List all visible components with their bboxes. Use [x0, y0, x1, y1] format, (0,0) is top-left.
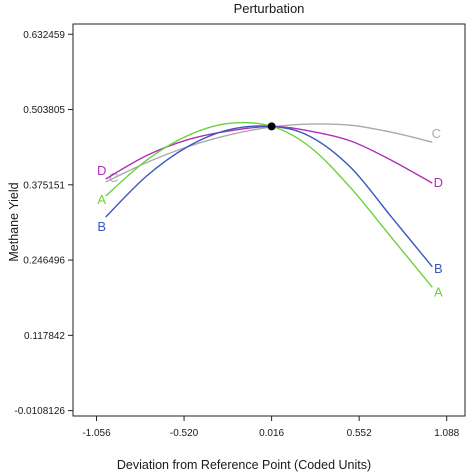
y-tick-label: -0.0108126	[14, 406, 65, 417]
y-tick-label: 0.375151	[23, 180, 65, 191]
series-line-a	[105, 121, 433, 288]
y-tick-label: 0.117842	[24, 331, 65, 342]
x-tick-label: -0.520	[170, 428, 199, 439]
x-tick-label: 0.552	[347, 428, 372, 439]
y-tick-label: 0.632459	[23, 30, 65, 41]
series-label-end-a: A	[434, 284, 443, 299]
x-axis: -1.056 -0.520 0.016 0.552 1.088	[82, 416, 460, 439]
x-axis-label: Deviation from Reference Point (Coded Un…	[117, 458, 371, 472]
y-tick-label: 0.503805	[23, 105, 65, 116]
x-tick-label: -1.056	[82, 428, 111, 439]
series-line-b	[105, 125, 433, 268]
series-label-start-c: C	[109, 170, 118, 185]
y-tick-label: 0.246496	[23, 256, 65, 267]
reference-point-marker	[267, 122, 276, 131]
series-line-c	[105, 123, 433, 183]
y-axis-label: Methane Yield	[7, 182, 21, 261]
x-tick-label: 1.088	[434, 428, 459, 439]
series-label-end-d: D	[434, 175, 443, 190]
plot-frame	[72, 23, 466, 417]
y-axis: 0.632459 0.503805 0.375151 0.246496 0.117842…	[14, 30, 73, 417]
chart-title: Perturbation	[234, 1, 305, 16]
series-label-start-b: B	[97, 219, 106, 234]
series-label-end-b: B	[434, 261, 443, 276]
series-label-start-d: D	[97, 163, 106, 178]
series-label-end-c: C	[432, 126, 441, 141]
series-label-start-a: A	[97, 192, 106, 207]
x-tick-label: 0.016	[259, 428, 284, 439]
